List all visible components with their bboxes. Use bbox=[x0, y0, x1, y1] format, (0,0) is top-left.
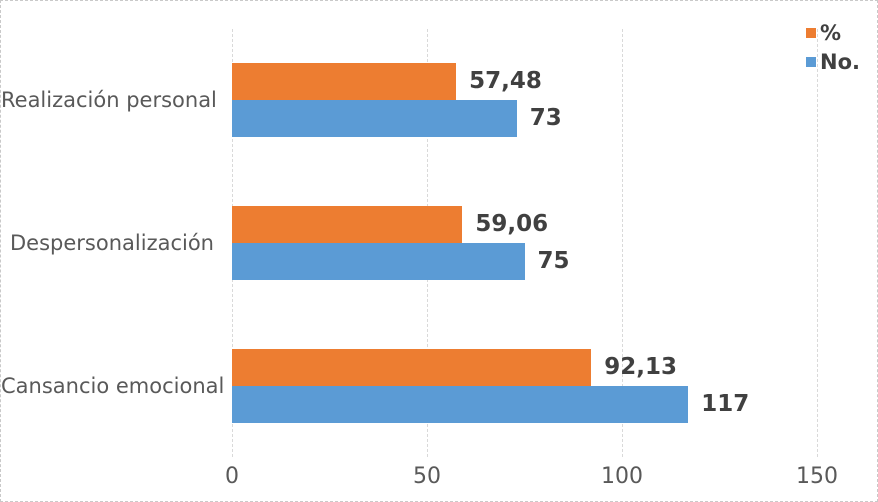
legend-marker-icon bbox=[806, 27, 816, 38]
bar-percent bbox=[232, 348, 592, 386]
bar-count bbox=[232, 243, 525, 280]
bar-count bbox=[232, 385, 689, 423]
x-tick-label-50: 50 bbox=[413, 464, 441, 489]
bar-value-label: 59,06 bbox=[475, 211, 549, 237]
bar-value-label: 57,48 bbox=[469, 68, 542, 95]
x-tick-label-0: 0 bbox=[225, 464, 239, 489]
x-tick-label-150: 150 bbox=[796, 464, 838, 489]
bar-value-label: 73 bbox=[529, 105, 562, 132]
legend-item: No. bbox=[806, 47, 860, 76]
category-label: Despersonalización bbox=[10, 231, 214, 255]
legend-label: No. bbox=[820, 49, 860, 74]
gridline-100 bbox=[622, 29, 623, 457]
legend-marker-icon bbox=[806, 56, 816, 67]
bar-percent bbox=[232, 63, 457, 101]
bar-value-label: 75 bbox=[537, 248, 570, 274]
legend-label: % bbox=[820, 20, 842, 45]
bar-percent bbox=[232, 206, 463, 243]
category-label: Cansancio emocional bbox=[1, 373, 225, 398]
category-label: Realización personal bbox=[1, 88, 217, 113]
bar-value-label: 92,13 bbox=[604, 353, 678, 380]
x-tick-label-100: 100 bbox=[601, 464, 643, 489]
legend-item: % bbox=[806, 18, 860, 47]
legend: % No. bbox=[806, 18, 860, 76]
bar-value-label: 117 bbox=[701, 390, 750, 417]
gridline-150 bbox=[817, 29, 818, 457]
bar-count bbox=[232, 100, 517, 138]
